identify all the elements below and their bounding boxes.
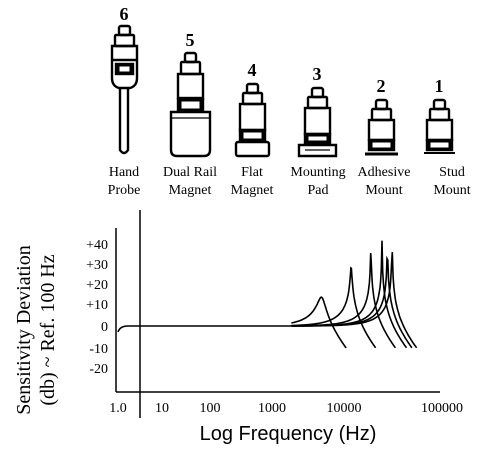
mounting-number-2: 2 — [377, 76, 386, 96]
x-tick-labels: 1.0 10 100 1000 10000 100000 — [109, 401, 463, 416]
mounting-number-5: 5 — [186, 30, 195, 50]
baseline-response — [117, 325, 292, 333]
y-tick-label: -20 — [89, 362, 108, 377]
stud-mount-sensor-icon — [424, 98, 455, 154]
response-curve-mounting-5 — [291, 266, 377, 349]
mounting-label-6-line1: Hand — [109, 165, 139, 180]
y-tick-label: 0 — [101, 320, 108, 335]
mounting-label-2-line2: Mount — [365, 183, 402, 198]
mounting-labels: Hand Probe Dual Rail Magnet Flat Magnet … — [108, 165, 471, 198]
dual-rail-magnet-sensor-icon — [169, 51, 212, 158]
mounting-pad-sensor-icon — [297, 86, 338, 158]
response-curve-mounting-4 — [291, 252, 397, 349]
flat-magnet-sensor-icon — [234, 82, 271, 158]
response-curve-mounting-6 — [291, 296, 347, 349]
mounting-number-4: 4 — [248, 60, 257, 80]
frequency-response-chart: Sensitivity Deviation (db) ~ Ref. 100 Hz… — [13, 210, 463, 445]
mounting-label-1-line2: Mount — [433, 183, 470, 198]
y-tick-labels: +40 +30 +20 +10 0 -10 -20 — [86, 238, 108, 377]
y-tick-label: +30 — [86, 258, 108, 273]
x-tick-label: 10 — [155, 401, 169, 416]
x-tick-label: 100000 — [421, 401, 463, 416]
y-tick-label: +10 — [86, 298, 108, 313]
mounting-label-5-line2: Magnet — [169, 183, 212, 198]
mounting-label-4-line2: Magnet — [231, 183, 274, 198]
y-axis-label-line1: Sensitivity Deviation — [13, 245, 35, 414]
x-tick-label: 1.0 — [109, 401, 127, 416]
x-tick-label: 10000 — [327, 401, 362, 416]
x-axis-label: Log Frequency (Hz) — [200, 423, 377, 445]
y-tick-label: -10 — [89, 342, 108, 357]
x-tick-label: 100 — [200, 401, 221, 416]
mounting-label-4-line1: Flat — [241, 165, 263, 180]
response-curves — [117, 240, 418, 349]
mounting-numbers: 6 5 4 3 2 1 — [120, 4, 444, 96]
hand-probe-sensor-icon — [110, 24, 139, 155]
x-tick-label: 1000 — [258, 401, 286, 416]
mounting-number-3: 3 — [313, 64, 322, 84]
mounting-number-1: 1 — [435, 76, 444, 96]
y-axis-label-line2: (db) ~ Ref. 100 Hz — [37, 254, 59, 405]
mounting-label-6-line2: Probe — [108, 183, 141, 198]
adhesive-mount-sensor-icon — [365, 98, 398, 156]
mounting-label-3-line1: Mounting — [290, 165, 345, 180]
mounting-number-6: 6 — [120, 4, 129, 24]
response-curve-mounting-1 — [291, 252, 418, 349]
mounting-label-2-line1: Adhesive — [358, 165, 411, 180]
y-tick-label: +40 — [86, 238, 108, 253]
mounting-label-5-line1: Dual Rail — [163, 165, 217, 180]
y-tick-label: +20 — [86, 278, 108, 293]
mounting-label-1-line1: Stud — [439, 165, 465, 180]
mounting-label-3-line2: Pad — [308, 183, 329, 198]
